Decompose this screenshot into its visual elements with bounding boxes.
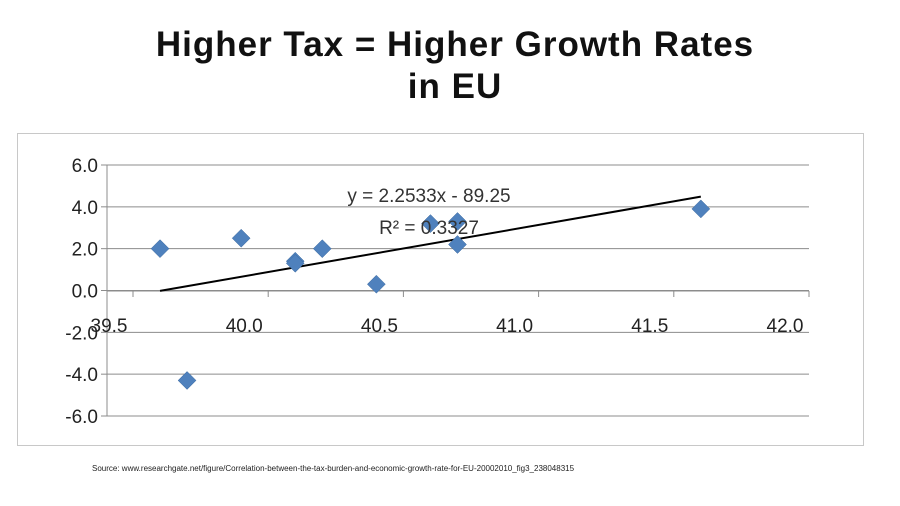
y-tick-label: 0.0 — [72, 282, 98, 303]
title-line-2: in EU — [407, 67, 503, 106]
data-point — [448, 235, 467, 254]
y-tick-labels: 6.0 4.0 2.0 0.0 -2.0 -4.0 -6.0 — [65, 156, 98, 428]
trendline-group — [159, 195, 702, 292]
y-tick-label: 2.0 — [72, 240, 98, 261]
x-tick-label: 40.5 — [361, 316, 398, 337]
title-line-1: Higher Tax = Higher Growth Rates — [155, 25, 755, 64]
trendline-equation: y = 2.2533x - 89.25 — [347, 186, 510, 207]
x-tick-label: 41.0 — [496, 316, 533, 337]
x-tick-label: 40.0 — [226, 316, 263, 337]
data-point — [367, 274, 386, 294]
x-tick-label: 41.5 — [631, 316, 668, 337]
y-tick-label: 6.0 — [72, 156, 98, 177]
x-tick-labels: 39.5 40.0 40.5 41.0 41.5 42.0 — [91, 316, 804, 337]
chart-frame — [17, 133, 864, 446]
source-note: Source: www.researchgate.net/figure/Corr… — [92, 464, 575, 473]
trendline-r-squared: R² = 0.3327 — [379, 218, 479, 239]
data-point — [421, 214, 440, 233]
data-point — [448, 212, 467, 231]
data-point — [177, 371, 197, 390]
data-point — [312, 239, 332, 259]
x-tick-label: 42.0 — [767, 316, 804, 337]
y-tick-label: 4.0 — [72, 198, 98, 219]
slide-title: Higher Tax = Higher Growth Rates in EU — [0, 24, 900, 108]
data-point — [691, 199, 711, 219]
data-point — [150, 239, 170, 259]
y-tick-label: -6.0 — [65, 407, 98, 428]
y-tick-label: -4.0 — [65, 365, 98, 386]
axes — [101, 164, 810, 417]
data-point — [285, 253, 305, 273]
data-points — [150, 199, 711, 390]
data-point — [231, 228, 251, 248]
trendline — [159, 195, 702, 292]
y-tick-label: -2.0 — [65, 323, 98, 344]
x-tick-label: 39.5 — [91, 316, 128, 337]
